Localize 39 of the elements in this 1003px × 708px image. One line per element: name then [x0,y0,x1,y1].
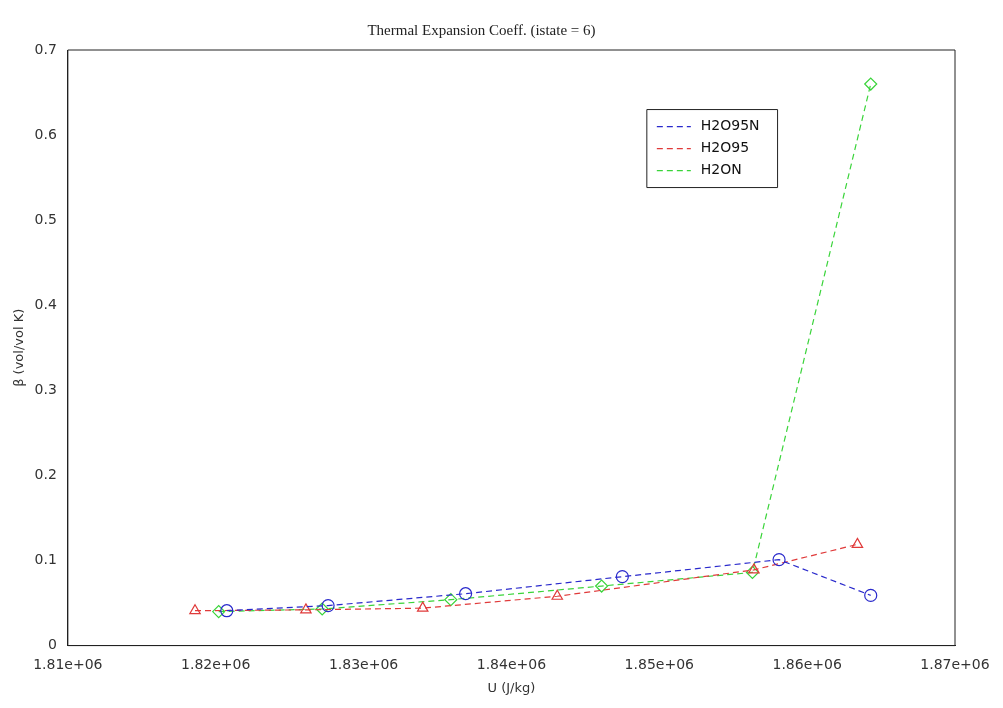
point [745,565,760,580]
y-tick-label: 0.4 [34,295,57,312]
point [851,537,864,548]
y-tick-label: 0.2 [34,466,57,483]
x-tick-label: 1.81e+06 [33,655,103,672]
y-tick-label: 0 [47,636,57,653]
point [595,579,609,593]
legend-label: H2ON [700,161,742,178]
point [615,570,629,584]
y-tick-label: 0.1 [34,551,57,568]
y-tick-label: 0.7 [34,40,57,57]
legend-label: H2O95 [700,139,750,156]
point [416,601,429,612]
point [321,599,335,613]
x-tick-label: 1.82e+06 [181,655,251,672]
point [459,587,473,601]
point [864,588,878,602]
x-tick-label: 1.87e+06 [920,655,990,672]
x-tick-label: 1.84e+06 [476,655,547,672]
x-axis-title: U (J/kg) [487,679,536,695]
point [772,553,786,567]
point [748,563,760,574]
point [551,589,564,600]
chart-title: Thermal Expansion Coeff. (istate = 6) [367,21,596,39]
x-tick-label: 1.85e+06 [624,655,695,672]
legend-label: H2O95N [700,117,760,134]
y-tick-label: 0.6 [34,125,57,142]
point [315,602,329,616]
point [864,77,878,91]
y-tick-label: 0.5 [34,210,57,227]
point [189,604,201,615]
x-tick-label: 1.83e+06 [328,655,399,672]
point [300,603,312,614]
point [220,604,234,618]
y-axis-title: β (vol/vol K) [11,308,27,387]
x-tick-label: 1.86e+06 [772,655,842,672]
point [212,604,226,619]
point [444,593,458,607]
y-tick-label: 0.3 [34,380,57,397]
